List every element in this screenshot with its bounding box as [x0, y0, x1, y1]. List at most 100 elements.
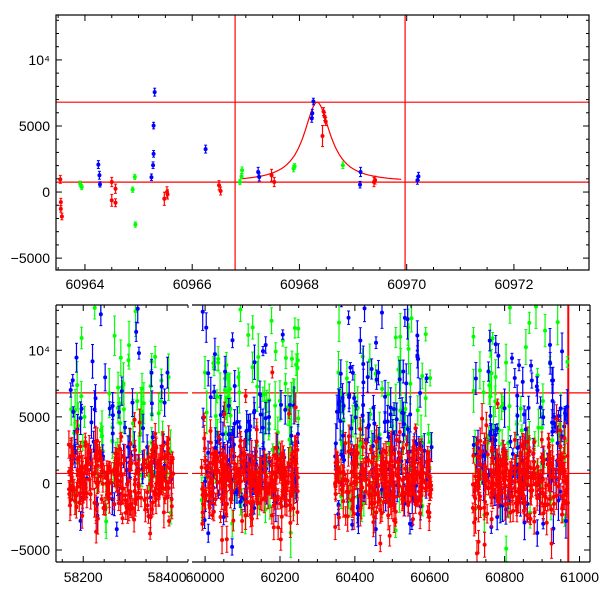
marker — [221, 462, 226, 467]
marker — [258, 412, 263, 417]
marker — [118, 355, 123, 360]
marker — [258, 500, 263, 505]
marker — [280, 332, 285, 337]
marker — [216, 360, 221, 365]
marker — [155, 461, 160, 466]
marker — [213, 445, 218, 450]
marker — [205, 474, 210, 479]
#ff0000-data-point — [283, 490, 288, 508]
#ff0000-data-point — [293, 392, 298, 423]
#ff0000-data-point — [145, 497, 150, 514]
marker — [119, 389, 124, 394]
marker — [166, 437, 171, 442]
#ff0000-data-point — [163, 469, 168, 491]
marker — [288, 494, 293, 499]
marker — [80, 513, 85, 518]
marker — [296, 326, 301, 331]
marker — [148, 515, 153, 520]
marker — [221, 494, 226, 499]
#ff0000-data-point — [125, 477, 130, 493]
#ff0000-data-point — [93, 442, 98, 469]
marker — [230, 338, 235, 343]
#0000ff-data-point — [159, 374, 164, 399]
marker — [160, 443, 165, 448]
marker — [137, 420, 142, 425]
#ff0000-data-point — [216, 430, 221, 444]
marker — [113, 200, 118, 205]
#0000ff-data-point — [97, 170, 102, 180]
#0000ff-data-point — [208, 376, 213, 418]
marker — [320, 134, 325, 139]
#ff0000-data-point — [90, 458, 95, 491]
#ff0000-data-point — [250, 458, 255, 473]
#0000ff-data-point — [230, 538, 235, 556]
marker — [293, 405, 298, 410]
#0000ff-data-point — [226, 397, 231, 414]
marker — [126, 358, 131, 363]
marker — [275, 494, 280, 499]
marker — [67, 492, 72, 497]
marker — [123, 425, 128, 430]
marker — [237, 390, 242, 395]
marker — [125, 482, 130, 487]
marker — [85, 460, 90, 465]
marker — [278, 402, 283, 407]
#0000ff-data-point — [204, 312, 209, 343]
#ff0000-data-point — [229, 482, 234, 504]
marker — [252, 408, 257, 413]
marker — [93, 453, 98, 458]
#0000ff-data-point — [260, 408, 265, 447]
#ff0000-data-point — [136, 483, 141, 511]
#0000ff-data-point — [289, 426, 294, 445]
plot-area-segment — [192, 305, 590, 562]
marker — [206, 531, 211, 536]
#0000ff-data-point — [97, 181, 102, 188]
#00ff00-data-point — [140, 372, 145, 405]
marker — [123, 493, 128, 498]
#0000ff-data-point — [223, 355, 228, 388]
marker — [200, 521, 205, 526]
marker — [340, 163, 345, 168]
#0000ff-data-point — [110, 392, 115, 420]
marker — [240, 168, 245, 173]
#0000ff-data-point — [130, 388, 135, 418]
#ff0000-data-point — [58, 174, 63, 184]
marker — [132, 444, 137, 449]
marker — [127, 343, 132, 348]
#ff0000-data-point — [254, 425, 259, 458]
#0000ff-data-point — [212, 384, 217, 399]
#ff0000-data-point — [275, 488, 280, 505]
#00ff00-data-point — [82, 405, 87, 428]
#ff0000-data-point — [99, 494, 104, 504]
marker — [202, 446, 207, 451]
#ff0000-data-point — [267, 471, 272, 496]
marker — [420, 373, 425, 378]
#ff0000-data-point — [240, 509, 245, 533]
#ff0000-data-point — [231, 509, 236, 532]
marker — [75, 473, 80, 478]
y-tick-label: −5000 — [11, 250, 51, 266]
#ff0000-data-point — [116, 482, 121, 501]
#ff0000-data-point — [251, 495, 256, 507]
#0000ff-data-point — [145, 434, 150, 460]
#00ff00-data-point — [256, 333, 261, 381]
#0000ff-data-point — [149, 390, 154, 417]
#0000ff-data-point — [68, 382, 73, 398]
#00ff00-data-point — [126, 353, 131, 367]
marker — [210, 451, 215, 456]
marker — [96, 162, 101, 167]
marker — [113, 186, 118, 191]
#ff0000-data-point — [202, 412, 207, 422]
marker — [58, 206, 63, 211]
marker — [70, 484, 75, 489]
marker — [80, 498, 85, 503]
x-tick-label: 60966 — [173, 276, 212, 292]
marker — [252, 360, 257, 365]
#ff0000-data-point — [87, 468, 92, 492]
marker — [77, 467, 82, 472]
marker — [103, 375, 108, 380]
#ff0000-data-point — [72, 478, 77, 501]
#ff0000-data-point — [113, 198, 118, 208]
#0000ff-data-point — [206, 440, 211, 465]
marker — [423, 396, 428, 401]
